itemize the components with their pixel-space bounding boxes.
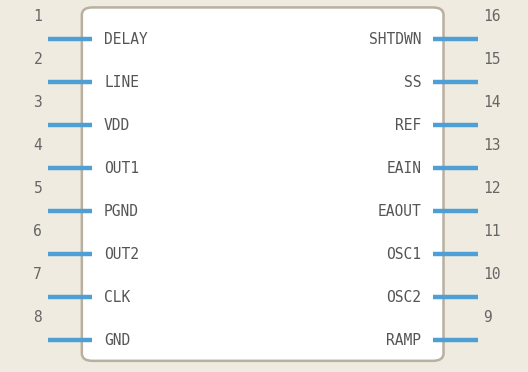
Text: 14: 14 — [483, 95, 501, 110]
Text: OUT2: OUT2 — [104, 247, 139, 262]
Text: OSC2: OSC2 — [386, 290, 421, 305]
Text: 15: 15 — [483, 52, 501, 67]
Text: SHTDWN: SHTDWN — [369, 32, 421, 46]
Text: 9: 9 — [483, 310, 492, 325]
Text: LINE: LINE — [104, 75, 139, 90]
Text: 8: 8 — [33, 310, 42, 325]
Text: 3: 3 — [33, 95, 42, 110]
Text: 16: 16 — [483, 9, 501, 24]
Text: DELAY: DELAY — [104, 32, 148, 46]
Text: REF: REF — [395, 118, 421, 133]
Text: 7: 7 — [33, 267, 42, 282]
Text: EAOUT: EAOUT — [378, 204, 421, 219]
Text: VDD: VDD — [104, 118, 130, 133]
Text: GND: GND — [104, 333, 130, 348]
Text: PGND: PGND — [104, 204, 139, 219]
Text: 5: 5 — [33, 181, 42, 196]
Text: 10: 10 — [483, 267, 501, 282]
Text: OSC1: OSC1 — [386, 247, 421, 262]
Text: 1: 1 — [33, 9, 42, 24]
Text: SS: SS — [404, 75, 421, 90]
Text: OUT1: OUT1 — [104, 161, 139, 176]
FancyBboxPatch shape — [82, 7, 444, 361]
Text: EAIN: EAIN — [386, 161, 421, 176]
Text: 6: 6 — [33, 224, 42, 239]
Text: 4: 4 — [33, 138, 42, 153]
Text: 2: 2 — [33, 52, 42, 67]
Text: 11: 11 — [483, 224, 501, 239]
Text: RAMP: RAMP — [386, 333, 421, 348]
Text: 12: 12 — [483, 181, 501, 196]
Text: CLK: CLK — [104, 290, 130, 305]
Text: 13: 13 — [483, 138, 501, 153]
